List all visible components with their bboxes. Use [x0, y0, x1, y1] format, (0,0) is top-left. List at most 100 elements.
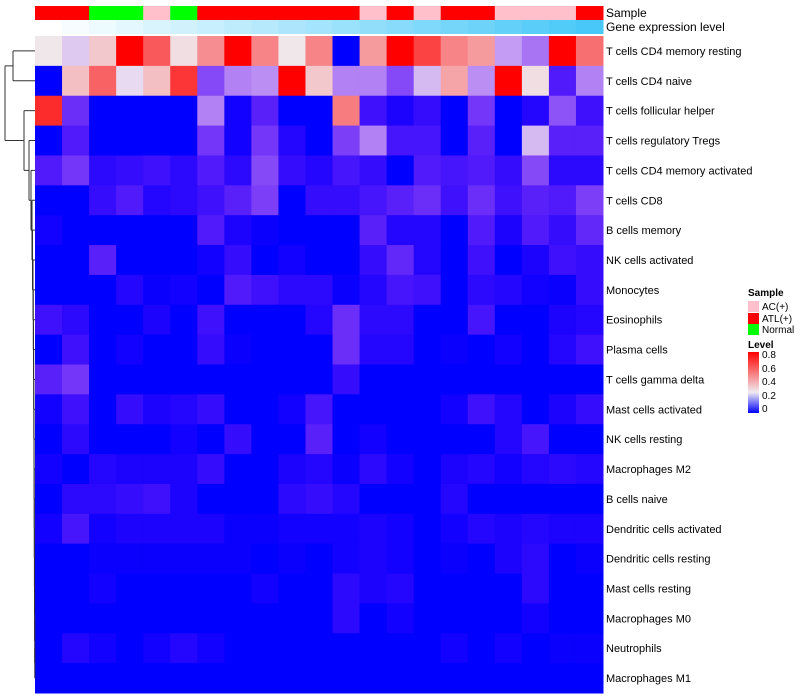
- heatmap-cell: [359, 424, 388, 455]
- heatmap-cell: [305, 125, 334, 156]
- heatmap-cell: [278, 215, 306, 246]
- heatmap-cell: [386, 513, 415, 545]
- heatmap-cell: [575, 155, 604, 186]
- heatmap-cell: [224, 483, 252, 515]
- heatmap-cell: [332, 603, 361, 634]
- heatmap-cell: [197, 215, 225, 246]
- heatmap-cell: [116, 364, 144, 395]
- heatmap-cell: [89, 95, 117, 127]
- heatmap-cell: [305, 65, 334, 97]
- heatmap-cell: [170, 543, 198, 575]
- heatmap-cell: [170, 245, 198, 276]
- heatmap-cell: [413, 633, 442, 664]
- heatmap-cell: [332, 454, 361, 485]
- heatmap-cell: [170, 185, 198, 216]
- heatmap-cell: [143, 65, 171, 97]
- heatmap-cell: [467, 633, 496, 664]
- heatmap-cell: [440, 394, 469, 425]
- heatmap-cell: [386, 364, 415, 395]
- sample-legend-title: Sample: [748, 288, 784, 299]
- heatmap-cell: [413, 454, 442, 485]
- heatmap-cell: [143, 95, 171, 127]
- heatmap-cell: [575, 424, 604, 455]
- heatmap-cell: [332, 394, 361, 425]
- heatmap-cell: [440, 125, 469, 156]
- heatmap-cell: [143, 543, 171, 575]
- heatmap-cell: [440, 95, 469, 127]
- level-tick: 0: [762, 404, 768, 415]
- heatmap-cell: [197, 424, 225, 455]
- sample-annotation-cell: [305, 6, 334, 20]
- heatmap-cell: [548, 245, 577, 276]
- heatmap-cell: [359, 304, 388, 336]
- heatmap-cell: [494, 454, 523, 485]
- heatmap-cells: [35, 36, 604, 694]
- row-label: T cells CD8: [606, 195, 663, 207]
- heatmap-cell: [440, 543, 469, 575]
- heatmap-cell: [116, 185, 144, 216]
- sample-annotation-cell: [89, 6, 117, 20]
- sample-annotation-cell: [413, 6, 442, 20]
- heatmap-cell: [575, 364, 604, 395]
- heatmap-cell: [575, 454, 604, 485]
- heatmap-cell: [170, 334, 198, 365]
- heatmap-cell: [116, 573, 144, 604]
- heatmap-cell: [62, 573, 90, 604]
- heatmap-cell: [62, 663, 90, 694]
- heatmap-cell: [278, 543, 306, 575]
- heatmap-cell: [278, 394, 306, 425]
- heatmap-cell: [62, 125, 90, 156]
- heatmap-cell: [197, 185, 225, 216]
- heatmap-cell: [413, 424, 442, 455]
- heatmap-cell: [521, 95, 550, 127]
- level-colorbar: [748, 352, 759, 413]
- heatmap-cell: [143, 304, 171, 336]
- heatmap-cell: [332, 483, 361, 515]
- heatmap-cell: [359, 483, 388, 515]
- heatmap-cell: [413, 215, 442, 246]
- heatmap-cell: [359, 215, 388, 246]
- heatmap-cell: [521, 364, 550, 395]
- heatmap-cell: [170, 155, 198, 186]
- heatmap-cell: [575, 36, 604, 67]
- heatmap-cell: [548, 125, 577, 156]
- heatmap-cell: [494, 274, 523, 306]
- heatmap-cell: [278, 483, 306, 515]
- heatmap-cell: [143, 215, 171, 246]
- heatmap-cell: [548, 394, 577, 425]
- row-label: B cells naive: [606, 494, 668, 506]
- heatmap-cell: [116, 36, 144, 67]
- heatmap-cell: [62, 364, 90, 395]
- heatmap-cell: [251, 364, 279, 395]
- heatmap-cell: [521, 245, 550, 276]
- heatmap-cell: [305, 274, 334, 306]
- level-tick: 0.2: [762, 391, 776, 402]
- heatmap-cell: [413, 304, 442, 336]
- heatmap-cell: [251, 543, 279, 575]
- heatmap-cell: [332, 424, 361, 455]
- heatmap-cell: [170, 215, 198, 246]
- row-label: T cells CD4 memory activated: [606, 165, 753, 177]
- heatmap-cell: [143, 155, 171, 186]
- heatmap-cell: [251, 304, 279, 336]
- heatmap-cell: [197, 513, 225, 545]
- heatmap-cell: [494, 215, 523, 246]
- sample-annotation-cell: [197, 6, 225, 20]
- heatmap-cell: [575, 215, 604, 246]
- heatmap-cell: [467, 394, 496, 425]
- heatmap-cell: [440, 603, 469, 634]
- heatmap-cell: [170, 95, 198, 127]
- heatmap-cell: [305, 603, 334, 634]
- heatmap-cell: [278, 663, 306, 694]
- heatmap-cell: [548, 215, 577, 246]
- heatmap-cell: [305, 663, 334, 694]
- heatmap-cell: [440, 334, 469, 365]
- heatmap-cell: [224, 364, 252, 395]
- gene-annotation-cell: [413, 20, 442, 34]
- heatmap-cell: [494, 543, 523, 575]
- heatmap-cell: [413, 543, 442, 575]
- heatmap-cell: [548, 155, 577, 186]
- heatmap-cell: [278, 185, 306, 216]
- heatmap-cell: [521, 424, 550, 455]
- heatmap-cell: [170, 394, 198, 425]
